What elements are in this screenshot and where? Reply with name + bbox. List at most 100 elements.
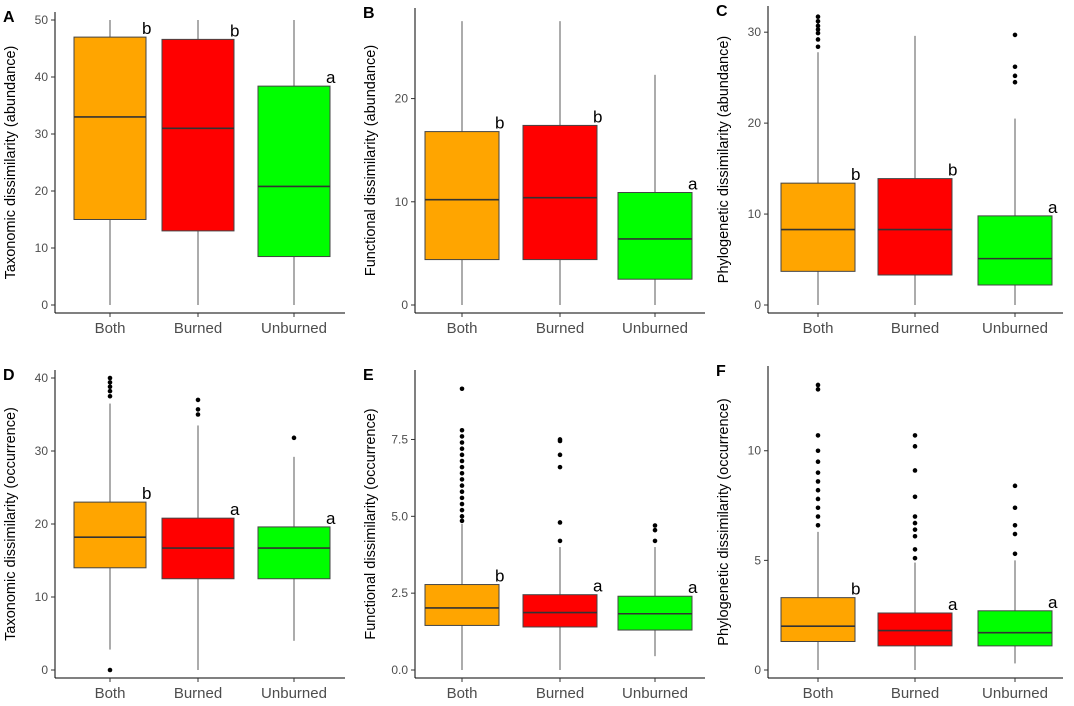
y-tick-label: 20	[395, 92, 409, 106]
box-both: b Both	[424, 386, 504, 702]
y-tick-label: 10	[35, 590, 49, 604]
outlier-point	[912, 555, 918, 561]
panel-letter: F	[716, 363, 726, 380]
outlier-point	[815, 44, 821, 50]
box-both: b Both	[73, 375, 151, 702]
y-tick-label: 20	[35, 517, 49, 531]
panel-f: F 0 5 10 Phylogenetic dissimilarity (occurre…	[716, 363, 1063, 702]
outlier-point	[815, 23, 821, 29]
outlier-point	[195, 412, 201, 417]
outlier-point	[195, 407, 201, 412]
panel-letter: B	[363, 5, 375, 22]
box-body	[257, 85, 331, 258]
box-body	[257, 526, 331, 580]
box-body	[780, 597, 856, 642]
box-both: b Both	[780, 382, 860, 702]
outlier-point	[557, 437, 563, 442]
box-body	[877, 612, 953, 647]
outlier-point	[815, 14, 821, 20]
y-tick-label: 50	[35, 13, 49, 27]
x-tick-label: Unburned	[261, 685, 327, 702]
outlier-point	[459, 495, 465, 501]
panel-letter: D	[3, 367, 15, 384]
panel-e: E 0.0 2.5 5.0 7.5 Functional dissimilarity (o…	[363, 367, 705, 702]
outlier-point	[912, 533, 918, 539]
y-axis-title: Taxonomic dissimilarity (abundance)	[3, 46, 19, 280]
outlier-point	[652, 523, 658, 528]
box-burned: a Burned	[522, 437, 603, 702]
significance-letter: a	[1048, 593, 1058, 612]
outlier-point	[107, 384, 113, 390]
box-burned: a Burned	[161, 397, 240, 702]
box-unburned: a Unburned	[617, 523, 698, 702]
outlier-point	[459, 452, 465, 458]
y-tick-label: 0	[754, 663, 761, 677]
outlier-point	[459, 464, 465, 470]
box-both: b Both	[73, 19, 151, 337]
significance-letter: a	[326, 509, 336, 528]
outlier-point	[1012, 32, 1018, 38]
y-tick-label: 40	[35, 371, 49, 385]
significance-letter: a	[948, 595, 958, 614]
outlier-point	[1012, 522, 1018, 528]
outlier-point	[815, 433, 821, 438]
significance-letter: b	[851, 165, 860, 184]
outlier-point	[815, 470, 821, 475]
significance-letter: a	[1048, 198, 1058, 217]
outlier-point	[815, 18, 821, 24]
y-axis-title: Taxonomic dissimilarity (occurrence)	[3, 407, 19, 641]
y-tick-label: 7.5	[391, 432, 408, 446]
box-body	[977, 610, 1053, 647]
box-body	[73, 501, 147, 569]
box-body	[424, 131, 500, 261]
outlier-point	[815, 30, 821, 36]
significance-letter: a	[593, 577, 603, 596]
panel-b: B 0 10 20 Functional dissimilarity (abundanc…	[363, 5, 705, 337]
box-body	[424, 584, 500, 626]
significance-letter: b	[495, 114, 504, 133]
outlier-point	[815, 27, 821, 32]
outlier-point	[912, 547, 918, 552]
y-axis-title: Functional dissimilarity (abundance)	[363, 45, 379, 276]
outlier-point	[912, 494, 918, 500]
panel-d: D 0 10 20 30 40 Taxonomic dissimilarity (occur…	[3, 367, 345, 702]
panel-letter: A	[3, 9, 15, 26]
outlier-point	[459, 501, 465, 507]
x-tick-label: Both	[447, 685, 478, 702]
outlier-point	[459, 386, 465, 392]
outlier-point	[459, 440, 465, 445]
outlier-point	[815, 459, 821, 465]
outlier-point	[459, 489, 465, 495]
outlier-point	[912, 468, 918, 473]
box-burned: b Burned	[877, 35, 957, 337]
outlier-point	[912, 444, 918, 449]
box-body	[977, 215, 1053, 286]
outlier-point	[815, 487, 821, 493]
x-tick-label: Both	[803, 685, 834, 702]
y-axis-title: Functional dissimilarity (occurrence)	[363, 408, 379, 639]
y-tick-label: 2.5	[391, 586, 408, 600]
outlier-point	[652, 538, 658, 544]
box-body	[522, 124, 598, 261]
outlier-point	[291, 435, 297, 441]
x-tick-label: Unburned	[982, 685, 1048, 702]
outlier-point	[815, 522, 821, 528]
y-tick-label: 20	[748, 116, 762, 130]
outlier-point	[1012, 483, 1018, 489]
significance-letter: a	[230, 500, 240, 519]
significance-letter: b	[593, 107, 602, 126]
outlier-point	[107, 380, 113, 385]
outlier-point	[459, 477, 465, 482]
outlier-point	[459, 427, 465, 433]
y-tick-label: 0.0	[391, 663, 408, 677]
x-tick-label: Unburned	[261, 320, 327, 337]
significance-letter: a	[688, 174, 698, 193]
outlier-point	[557, 452, 563, 458]
y-tick-label: 0	[401, 298, 408, 312]
box-unburned: a Unburned	[257, 435, 336, 702]
outlier-point	[912, 527, 918, 532]
outlier-point	[107, 667, 113, 673]
significance-letter: a	[688, 578, 698, 597]
y-tick-label: 20	[35, 184, 49, 198]
panel-letter: C	[716, 3, 728, 20]
